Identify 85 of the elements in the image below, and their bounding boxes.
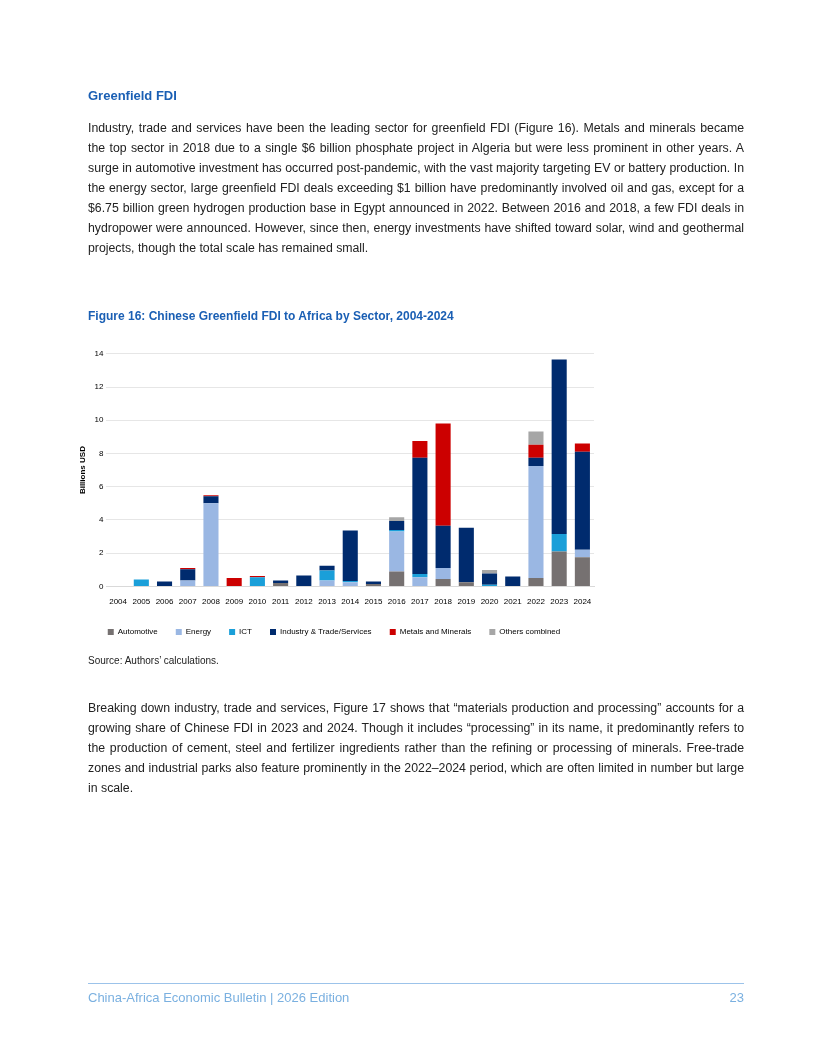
bar bbox=[435, 423, 451, 526]
x-tick-label: 2009 bbox=[225, 597, 244, 607]
bar bbox=[226, 578, 242, 586]
text: Breaking down industry, trade and services, Figure 17 shows that “materials production and processing” accounts for a growing share of Chinese FDI in 2023 and 2024. Though it includes “processing” in its name, it predominantly refers to the production of cement, steel and fertilizer ingredients rather than the refining or processing of minerals. Free-trade zones and industrial parks also feature prominently in the 2022–2024 period, which are often limited in number but large in scale. bbox=[88, 700, 744, 797]
bar bbox=[412, 441, 428, 458]
bar bbox=[481, 570, 498, 574]
text: Industry, trade and services have been the leading sector for greenfield FDI (Figure 16). Metals and minerals became the top sector in 2018 due to a single $6 billion phosphate project in Algeria but were less prominent in other years. A surge in automotive investment has occurred post-pandemic, with the vast majority targeting EV or battery production. In the energy sector, large greenfield FDI deals exceeding $1 billion have predominantly involved oil and gas, except for a $6.75 billion green hydrogen production base in Egypt announced in 2022. Between 2016 and 2018, a few FDI deals in hydropower were announced. However, since then, energy investments have shifted toward solar, wind and geothermal projects, though the total scale has remained small. bbox=[88, 120, 744, 257]
x-tick-label: 2012 bbox=[294, 597, 314, 607]
x-tick-label: 2013 bbox=[318, 597, 337, 607]
x-tick-label: 2019 bbox=[457, 597, 476, 607]
x-tick-label: 2016 bbox=[387, 597, 407, 607]
bar bbox=[574, 557, 590, 586]
bar bbox=[249, 577, 265, 586]
legend-label: Metals and Minerals bbox=[399, 627, 472, 637]
y-tick-label: 4 bbox=[99, 515, 105, 525]
bar bbox=[389, 521, 405, 530]
x-tick-label: 2024 bbox=[573, 597, 592, 607]
x-tick-label: 2010 bbox=[248, 597, 267, 607]
bar bbox=[435, 525, 451, 569]
bar bbox=[319, 565, 335, 571]
x-tick-label: 2020 bbox=[480, 597, 499, 607]
bar bbox=[528, 431, 544, 445]
x-tick-label: 2014 bbox=[341, 597, 360, 607]
bar bbox=[180, 580, 196, 586]
y-tick-label: 2 bbox=[99, 548, 105, 558]
bar bbox=[412, 577, 428, 586]
bar bbox=[458, 527, 474, 583]
x-tick-label: 2023 bbox=[550, 597, 569, 607]
x-tick-label: 2017 bbox=[410, 597, 430, 607]
x-tick-label: 2005 bbox=[132, 597, 151, 607]
bar bbox=[203, 496, 219, 504]
y-axis-title: Billions USD bbox=[78, 445, 87, 495]
x-tick-label: 2011 bbox=[272, 597, 290, 607]
bar bbox=[412, 457, 428, 574]
bar bbox=[528, 466, 544, 579]
x-tick-label: 2004 bbox=[109, 597, 128, 607]
bar bbox=[389, 531, 405, 572]
text: 23 bbox=[729, 990, 744, 1005]
y-tick-label: 10 bbox=[94, 415, 105, 425]
text: China-Africa Economic Bulletin | 2026 Edition bbox=[88, 990, 350, 1005]
chart-title: Figure 16: Chinese Greenfield FDI to Africa by Sector, 2004-2024 bbox=[88, 308, 455, 325]
bar bbox=[342, 530, 358, 582]
source-note: Source: Authors’ calculations. bbox=[88, 654, 220, 668]
bar bbox=[574, 549, 590, 558]
bar bbox=[389, 517, 405, 522]
legend-label: Automotive bbox=[117, 627, 159, 637]
bar bbox=[296, 575, 312, 586]
bar bbox=[574, 443, 590, 452]
bar bbox=[156, 581, 173, 586]
x-tick-label: 2021 bbox=[503, 597, 523, 607]
bar bbox=[319, 570, 335, 581]
y-tick-label: 12 bbox=[94, 382, 105, 392]
legend-label: Energy bbox=[185, 627, 212, 637]
x-tick-label: 2022 bbox=[527, 597, 546, 607]
bar bbox=[133, 579, 149, 586]
x-tick-label: 2006 bbox=[155, 597, 174, 607]
x-tick-label: 2007 bbox=[178, 597, 198, 607]
bar bbox=[574, 451, 590, 550]
bar bbox=[551, 534, 567, 552]
bar bbox=[435, 578, 451, 586]
bar bbox=[389, 571, 405, 586]
y-tick-label: 8 bbox=[99, 448, 105, 458]
bar bbox=[319, 580, 335, 586]
bar bbox=[458, 582, 474, 586]
bar bbox=[528, 578, 544, 586]
x-tick-label: 2015 bbox=[364, 597, 383, 607]
bar bbox=[551, 359, 567, 535]
legend-label: Others combined bbox=[499, 627, 561, 637]
bar bbox=[180, 569, 196, 581]
text: Greenfield FDI bbox=[88, 87, 178, 105]
y-tick-label: 6 bbox=[99, 481, 105, 491]
y-tick-label: 0 bbox=[99, 581, 105, 591]
legend-label: ICT bbox=[239, 627, 253, 637]
bar bbox=[203, 503, 219, 586]
bar bbox=[412, 573, 428, 578]
bar bbox=[435, 568, 451, 579]
y-tick-label: 14 bbox=[94, 349, 105, 358]
bar bbox=[481, 573, 498, 585]
bar bbox=[528, 457, 544, 467]
x-tick-label: 2008 bbox=[202, 597, 221, 607]
x-tick-label: 2018 bbox=[434, 597, 453, 607]
bar bbox=[528, 444, 544, 458]
bar bbox=[505, 576, 521, 586]
legend-label: Industry & Trade/Services bbox=[280, 627, 372, 637]
bar bbox=[551, 551, 567, 586]
